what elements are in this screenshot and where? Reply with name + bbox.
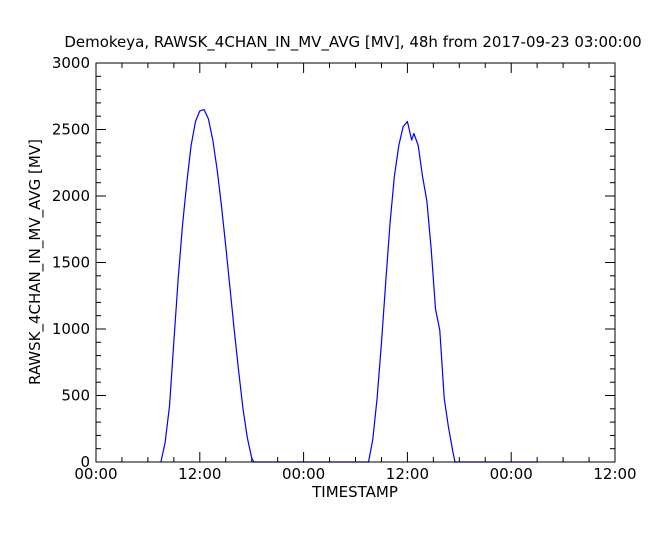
- series-group: [160, 108, 538, 463]
- x-axis-label: TIMESTAMP: [311, 483, 398, 501]
- y-tick-label: 1500: [52, 254, 90, 272]
- x-tick-label: 12:00: [593, 465, 636, 483]
- y-tick-label: 500: [61, 387, 90, 405]
- y-tick-label: 2000: [52, 187, 90, 205]
- x-tick-label: 00:00: [282, 465, 325, 483]
- x-tick-label: 12:00: [386, 465, 429, 483]
- y-tick-label: 2500: [52, 121, 90, 139]
- y-tick-label: 3000: [52, 54, 90, 72]
- series-line: [160, 108, 538, 463]
- chart-title: Demokeya, RAWSK_4CHAN_IN_MV_AVG [MV], 48…: [64, 33, 641, 52]
- y-axis-label: RAWSK_4CHAN_IN_MV_AVG [MV]: [26, 139, 45, 385]
- y-tick-label: 0: [80, 453, 90, 471]
- y-ticks-group: 0 500 1000 1500 2000 2500 3000: [52, 54, 615, 471]
- x-ticks-group: 00:00 12:00 00:00 12:00 00:00 12:00: [74, 63, 637, 483]
- plot-frame: [95, 62, 616, 463]
- x-tick-label: 00:00: [74, 465, 117, 483]
- x-tick-label: 12:00: [178, 465, 221, 483]
- x-tick-label: 00:00: [490, 465, 533, 483]
- y-tick-label: 1000: [52, 320, 90, 338]
